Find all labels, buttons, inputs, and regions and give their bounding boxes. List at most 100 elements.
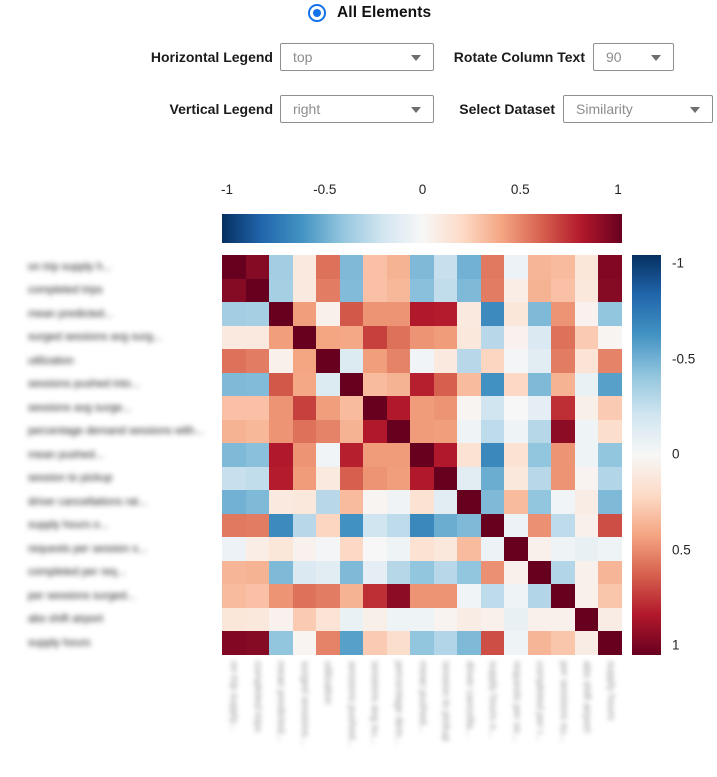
heatmap-cell[interactable] bbox=[386, 255, 411, 279]
heatmap-cell[interactable] bbox=[480, 255, 505, 279]
heatmap-cell[interactable] bbox=[222, 325, 246, 350]
heatmap-cell[interactable] bbox=[386, 537, 411, 561]
heatmap-cell[interactable] bbox=[504, 466, 528, 491]
heatmap-cell[interactable] bbox=[551, 419, 575, 444]
heatmap-cell[interactable] bbox=[504, 372, 528, 397]
heatmap-cell[interactable] bbox=[292, 443, 317, 467]
heatmap-cell[interactable] bbox=[433, 466, 458, 491]
heatmap-cell[interactable] bbox=[269, 466, 293, 491]
heatmap-cell[interactable] bbox=[292, 325, 317, 350]
heatmap-cell[interactable] bbox=[457, 396, 481, 420]
heatmap-cell[interactable] bbox=[527, 584, 552, 608]
heatmap-cell[interactable] bbox=[386, 419, 411, 444]
heatmap-cell[interactable] bbox=[386, 278, 411, 303]
heatmap-cell[interactable] bbox=[527, 560, 552, 585]
heatmap-cell[interactable] bbox=[363, 607, 387, 632]
heatmap-cell[interactable] bbox=[527, 513, 552, 538]
heatmap-cell[interactable] bbox=[222, 278, 246, 303]
heatmap-cell[interactable] bbox=[457, 466, 481, 491]
heatmap-cell[interactable] bbox=[222, 372, 246, 397]
heatmap-cell[interactable] bbox=[410, 302, 434, 326]
heatmap-cell[interactable] bbox=[598, 607, 622, 632]
heatmap-cell[interactable] bbox=[527, 631, 552, 655]
heatmap-cell[interactable] bbox=[574, 560, 599, 585]
heatmap-cell[interactable] bbox=[316, 302, 340, 326]
vertical-legend-select[interactable]: right bbox=[280, 95, 434, 123]
heatmap-cell[interactable] bbox=[433, 255, 458, 279]
heatmap-cell[interactable] bbox=[292, 513, 317, 538]
heatmap-cell[interactable] bbox=[457, 513, 481, 538]
heatmap-cell[interactable] bbox=[551, 372, 575, 397]
heatmap-cell[interactable] bbox=[222, 466, 246, 491]
heatmap-cell[interactable] bbox=[480, 607, 505, 632]
heatmap-cell[interactable] bbox=[480, 443, 505, 467]
heatmap-cell[interactable] bbox=[598, 372, 622, 397]
heatmap-cell[interactable] bbox=[386, 560, 411, 585]
heatmap-cell[interactable] bbox=[480, 302, 505, 326]
heatmap-cell[interactable] bbox=[339, 349, 364, 373]
heatmap-cell[interactable] bbox=[269, 631, 293, 655]
heatmap-cell[interactable] bbox=[410, 537, 434, 561]
heatmap-cell[interactable] bbox=[551, 513, 575, 538]
heatmap-cell[interactable] bbox=[574, 466, 599, 491]
heatmap-cell[interactable] bbox=[386, 631, 411, 655]
heatmap-cell[interactable] bbox=[245, 419, 270, 444]
heatmap-cell[interactable] bbox=[222, 349, 246, 373]
heatmap-cell[interactable] bbox=[363, 302, 387, 326]
heatmap-cell[interactable] bbox=[410, 443, 434, 467]
heatmap-cell[interactable] bbox=[598, 443, 622, 467]
heatmap-cell[interactable] bbox=[269, 396, 293, 420]
heatmap-cell[interactable] bbox=[386, 513, 411, 538]
heatmap-cell[interactable] bbox=[222, 419, 246, 444]
heatmap-cell[interactable] bbox=[222, 513, 246, 538]
heatmap-cell[interactable] bbox=[269, 490, 293, 514]
heatmap-cell[interactable] bbox=[504, 255, 528, 279]
heatmap-cell[interactable] bbox=[363, 372, 387, 397]
heatmap-cell[interactable] bbox=[292, 537, 317, 561]
heatmap-cell[interactable] bbox=[504, 513, 528, 538]
heatmap-cell[interactable] bbox=[574, 537, 599, 561]
heatmap-cell[interactable] bbox=[527, 490, 552, 514]
heatmap-cell[interactable] bbox=[363, 255, 387, 279]
heatmap-cell[interactable] bbox=[598, 349, 622, 373]
heatmap-cell[interactable] bbox=[386, 396, 411, 420]
heatmap-cell[interactable] bbox=[363, 537, 387, 561]
heatmap-cell[interactable] bbox=[574, 372, 599, 397]
heatmap-cell[interactable] bbox=[551, 302, 575, 326]
heatmap-cell[interactable] bbox=[222, 631, 246, 655]
heatmap-cell[interactable] bbox=[551, 255, 575, 279]
heatmap-cell[interactable] bbox=[480, 513, 505, 538]
heatmap-cell[interactable] bbox=[245, 513, 270, 538]
heatmap-cell[interactable] bbox=[363, 513, 387, 538]
heatmap-cell[interactable] bbox=[598, 490, 622, 514]
heatmap-cell[interactable] bbox=[598, 560, 622, 585]
heatmap-cell[interactable] bbox=[480, 490, 505, 514]
heatmap-cell[interactable] bbox=[457, 607, 481, 632]
heatmap-cell[interactable] bbox=[222, 607, 246, 632]
heatmap-cell[interactable] bbox=[222, 584, 246, 608]
heatmap-cell[interactable] bbox=[222, 490, 246, 514]
heatmap-cell[interactable] bbox=[504, 560, 528, 585]
heatmap-cell[interactable] bbox=[316, 631, 340, 655]
heatmap-cell[interactable] bbox=[480, 372, 505, 397]
heatmap-cell[interactable] bbox=[245, 396, 270, 420]
heatmap-cell[interactable] bbox=[269, 278, 293, 303]
heatmap-cell[interactable] bbox=[363, 490, 387, 514]
heatmap-cell[interactable] bbox=[316, 278, 340, 303]
heatmap-cell[interactable] bbox=[480, 419, 505, 444]
heatmap-cell[interactable] bbox=[410, 372, 434, 397]
heatmap-cell[interactable] bbox=[339, 490, 364, 514]
heatmap-cell[interactable] bbox=[363, 349, 387, 373]
heatmap-cell[interactable] bbox=[527, 443, 552, 467]
heatmap-cell[interactable] bbox=[339, 255, 364, 279]
heatmap-cell[interactable] bbox=[269, 302, 293, 326]
heatmap-cell[interactable] bbox=[480, 631, 505, 655]
heatmap-cell[interactable] bbox=[574, 419, 599, 444]
heatmap-cell[interactable] bbox=[574, 607, 599, 632]
heatmap-cell[interactable] bbox=[574, 349, 599, 373]
heatmap-cell[interactable] bbox=[410, 349, 434, 373]
heatmap-cell[interactable] bbox=[457, 278, 481, 303]
heatmap-cell[interactable] bbox=[410, 278, 434, 303]
heatmap-cell[interactable] bbox=[245, 349, 270, 373]
heatmap-cell[interactable] bbox=[598, 584, 622, 608]
